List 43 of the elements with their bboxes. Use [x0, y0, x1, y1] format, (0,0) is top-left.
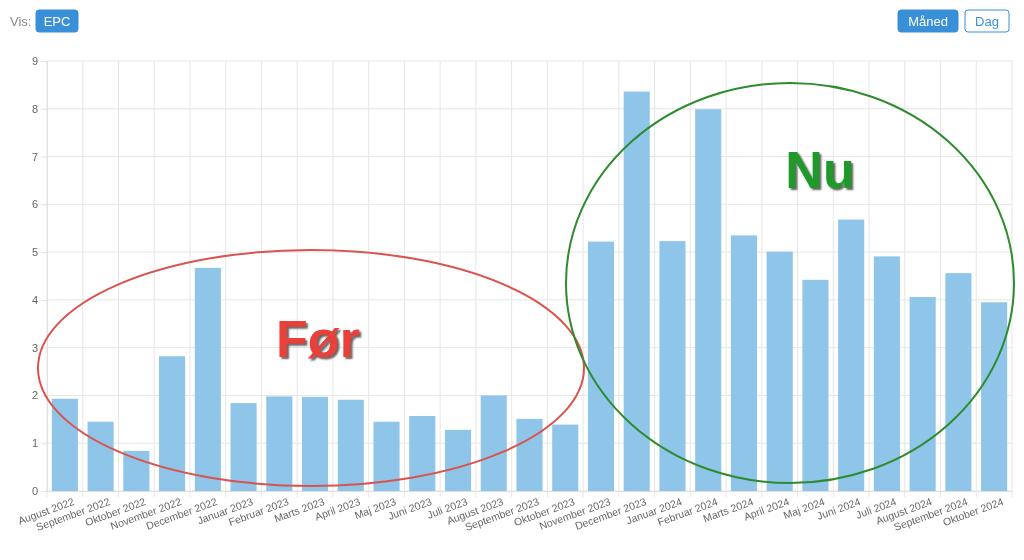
bar [659, 241, 686, 491]
y-tick-label: 3 [31, 341, 38, 354]
y-tick-label: 6 [31, 198, 38, 211]
bar [87, 421, 114, 491]
annotation: Nu [785, 141, 855, 199]
bar [194, 267, 221, 491]
bar [337, 399, 364, 491]
bar [945, 273, 972, 491]
bar [587, 241, 615, 491]
y-tick-label: 5 [31, 246, 38, 259]
y-tick-label: 9 [31, 55, 38, 68]
bar [409, 415, 436, 491]
bar [838, 219, 865, 491]
button[interactable]: Måned [897, 9, 959, 33]
bar [802, 279, 829, 491]
bar [266, 396, 293, 491]
bar [516, 418, 543, 491]
bar [873, 256, 900, 491]
y-tick-label: 8 [31, 102, 38, 115]
bar [159, 356, 186, 491]
bar [730, 235, 757, 491]
bar [695, 109, 722, 491]
bar [51, 398, 78, 491]
y-tick-label: 0 [31, 485, 38, 498]
button[interactable]: Dag [964, 9, 1010, 33]
bar [123, 450, 150, 491]
y-tick-label: 2 [31, 389, 38, 402]
bar [766, 251, 793, 491]
bar [552, 424, 579, 491]
bar [623, 91, 650, 491]
button[interactable]: EPC [35, 9, 79, 33]
text: Vis: [10, 14, 32, 29]
bar [302, 396, 329, 491]
bar [444, 429, 472, 491]
bar [230, 403, 257, 491]
bar [909, 297, 936, 491]
bar [981, 302, 1008, 491]
y-tick-label: 7 [31, 150, 38, 163]
bar [373, 421, 400, 491]
y-tick-label: 1 [31, 437, 38, 450]
annotation: Før [276, 310, 360, 368]
bar [480, 395, 507, 491]
y-tick-label: 4 [31, 293, 38, 306]
